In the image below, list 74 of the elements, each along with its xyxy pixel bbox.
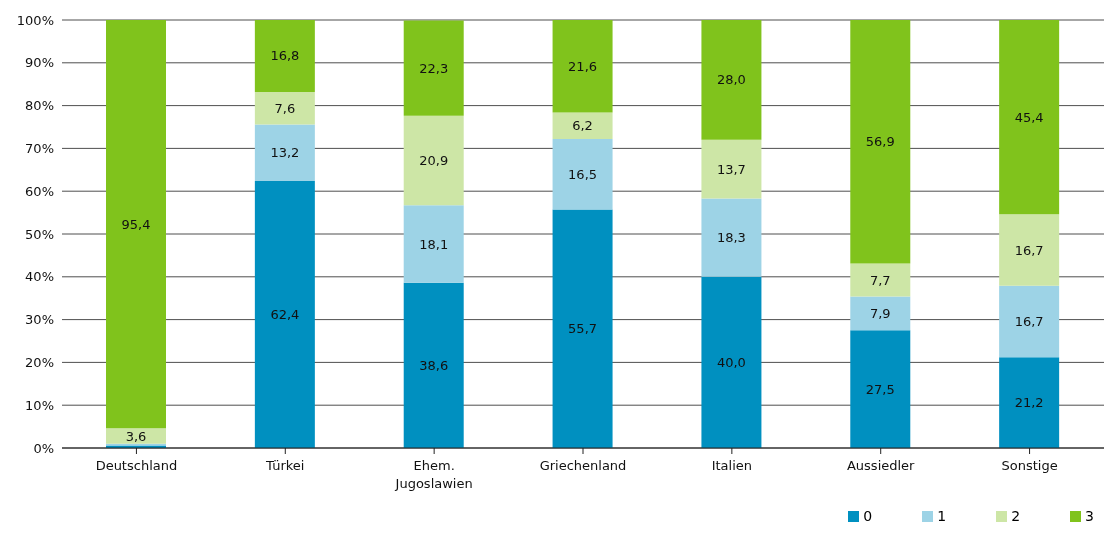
bar xyxy=(403,205,464,283)
data-label: 21,6 xyxy=(568,58,598,74)
y-tick-label: 90% xyxy=(25,55,54,71)
x-tick-label: Italien xyxy=(711,458,753,473)
y-tick-label: 30% xyxy=(25,312,54,328)
bar xyxy=(106,428,166,444)
data-label: 27,5 xyxy=(865,381,895,397)
legend-label: 1 xyxy=(936,508,947,524)
data-label: 7,6 xyxy=(274,100,296,116)
bar xyxy=(254,124,315,181)
data-label: 16,7 xyxy=(1014,242,1044,258)
data-label: 7,7 xyxy=(869,272,891,288)
y-tick-label: 10% xyxy=(25,397,54,413)
bar xyxy=(850,296,911,331)
data-label: 21,2 xyxy=(1014,395,1044,411)
bar xyxy=(850,330,911,448)
data-label: 62,4 xyxy=(270,306,300,322)
bar xyxy=(254,20,315,92)
y-tick-label: 20% xyxy=(25,355,54,371)
data-label: 7,9 xyxy=(869,305,891,321)
data-label: 38,6 xyxy=(419,357,449,373)
data-label: 40,0 xyxy=(716,354,746,370)
data-label: 28,0 xyxy=(716,72,746,88)
data-label: 55,7 xyxy=(568,321,598,337)
bar xyxy=(999,20,1060,215)
y-tick-label: 70% xyxy=(25,141,54,157)
data-label: 3,6 xyxy=(125,428,147,444)
bar xyxy=(999,357,1060,448)
bar xyxy=(552,112,613,139)
data-label: 13,2 xyxy=(270,145,300,161)
x-tick-label: Deutschland xyxy=(95,458,178,473)
x-tick-label: Aussiedler xyxy=(846,458,916,473)
bar xyxy=(254,180,315,448)
data-label: 18,1 xyxy=(419,236,449,252)
legend-label: 0 xyxy=(862,508,873,524)
bar xyxy=(850,263,911,297)
y-tick-label: 60% xyxy=(25,183,54,199)
bar xyxy=(999,214,1060,286)
bar xyxy=(552,209,613,448)
bar xyxy=(254,91,315,125)
data-label: 13,7 xyxy=(716,161,746,177)
legend-label: 2 xyxy=(1010,508,1021,524)
bar xyxy=(403,282,464,448)
bar xyxy=(701,276,762,448)
y-tick-label: 80% xyxy=(25,98,54,114)
x-tick-label: Griechenland xyxy=(539,458,627,473)
legend-label: 3 xyxy=(1084,508,1094,524)
y-tick-label: 50% xyxy=(25,226,54,242)
data-label: 45,4 xyxy=(1014,109,1044,125)
data-label: 16,5 xyxy=(568,166,598,182)
data-label: 18,3 xyxy=(716,230,746,246)
data-label: 95,4 xyxy=(121,216,151,232)
bar xyxy=(701,139,762,199)
y-tick-label: 40% xyxy=(25,269,54,285)
x-tick-label: Türkei xyxy=(265,458,305,473)
data-label: 6,2 xyxy=(572,118,593,134)
bar xyxy=(701,20,762,140)
bar xyxy=(106,20,166,429)
x-tick-label: Ehem. Jugoslawien xyxy=(394,458,473,491)
y-tick-label: 0% xyxy=(33,440,54,456)
data-label: 16,7 xyxy=(1014,314,1044,330)
bar xyxy=(403,115,464,206)
bar xyxy=(552,138,613,210)
bar xyxy=(701,198,762,277)
bar xyxy=(850,20,911,264)
data-label: 22,3 xyxy=(419,60,449,76)
data-label: 56,9 xyxy=(865,134,895,150)
x-tick-label: Sonstige xyxy=(1001,458,1058,473)
data-label: 20,9 xyxy=(419,153,449,169)
bar xyxy=(403,20,464,116)
data-label: 16,8 xyxy=(270,48,300,64)
bar xyxy=(999,285,1060,358)
y-tick-label: 100% xyxy=(16,12,54,28)
bar xyxy=(552,20,613,113)
